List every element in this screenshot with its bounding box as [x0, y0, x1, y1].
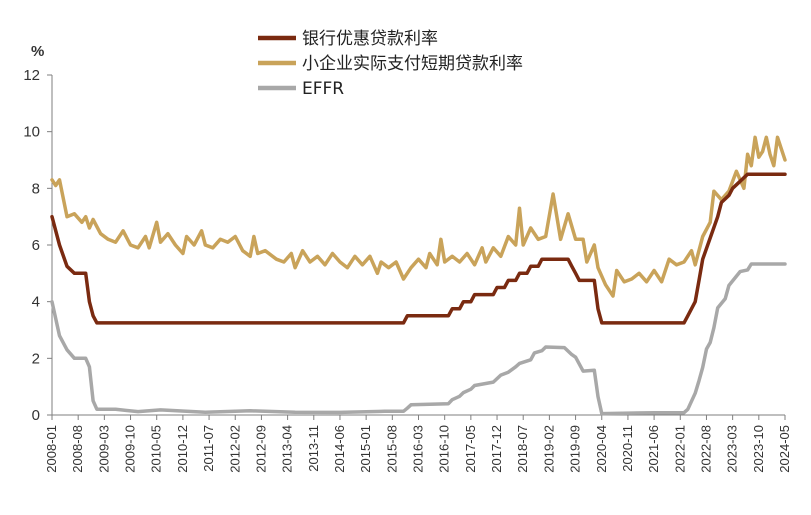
x-tick-label: 2022-01 [672, 425, 687, 473]
x-tick-label: 2016-03 [411, 425, 426, 473]
y-tick-label: 12 [23, 67, 40, 84]
series-line-1 [50, 135, 787, 298]
x-tick-label: 2008-01 [44, 425, 59, 473]
x-tick-label: 2015-01 [358, 425, 373, 473]
x-tick-label: 2019-09 [568, 425, 583, 473]
y-tick-label: 4 [32, 294, 40, 311]
x-tick-label: 2013-11 [306, 425, 321, 472]
x-tick-label: 2019-02 [541, 425, 556, 473]
y-unit-label: % [31, 43, 44, 60]
x-tick-label: 2013-04 [280, 425, 295, 473]
x-tick-label: 2012-09 [253, 425, 268, 473]
x-tick-label: 2012-02 [227, 425, 242, 473]
x-tick-label: 2023-10 [751, 425, 766, 473]
x-tick-label: 2021-06 [646, 425, 661, 473]
x-axis-ticks: 2008-01 2008-08 2009-03 2009-10 2010-05 2010-… [44, 415, 792, 473]
series-layer [50, 135, 787, 416]
x-tick-label: 2010-05 [149, 425, 164, 473]
x-tick-label: 2015-08 [384, 425, 399, 473]
x-tick-label: 2016-10 [437, 425, 452, 473]
legend-label-2: EFFR [302, 79, 344, 99]
x-tick-label: 2023-03 [725, 425, 740, 473]
x-tick-label: 2014-06 [332, 425, 347, 473]
y-tick-label: 10 [23, 124, 40, 141]
x-tick-label: 2018-07 [515, 425, 530, 473]
x-tick-label: 2009-10 [123, 425, 138, 473]
series-line-2 [50, 262, 787, 416]
x-tick-label: 2024-05 [777, 425, 792, 473]
legend-label-0: 银行优惠贷款利率 [302, 29, 438, 49]
x-tick-label: 2008-08 [70, 425, 85, 473]
x-tick-label: 2020-04 [594, 425, 609, 473]
series-line-0 [50, 172, 787, 325]
y-tick-label: 0 [32, 407, 40, 424]
chart-axes [51, 75, 785, 416]
y-tick-label: 8 [32, 180, 40, 197]
y-tick-label: 6 [32, 237, 40, 254]
legend-label-1: 小企业实际支付短期贷款利率 [302, 54, 523, 74]
x-tick-label: 2010-12 [175, 425, 190, 473]
x-tick-label: 2009-03 [96, 425, 111, 473]
x-tick-label: 2020-11 [620, 425, 635, 472]
x-tick-label: 2022-08 [698, 425, 713, 473]
x-tick-label: 2011-07 [201, 425, 216, 472]
x-tick-label: 2017-12 [489, 425, 504, 473]
y-axis-ticks: 0 2 4 6 8 10 12 [23, 67, 52, 424]
y-tick-label: 2 [32, 350, 40, 367]
x-tick-label: 2017-05 [463, 425, 478, 473]
